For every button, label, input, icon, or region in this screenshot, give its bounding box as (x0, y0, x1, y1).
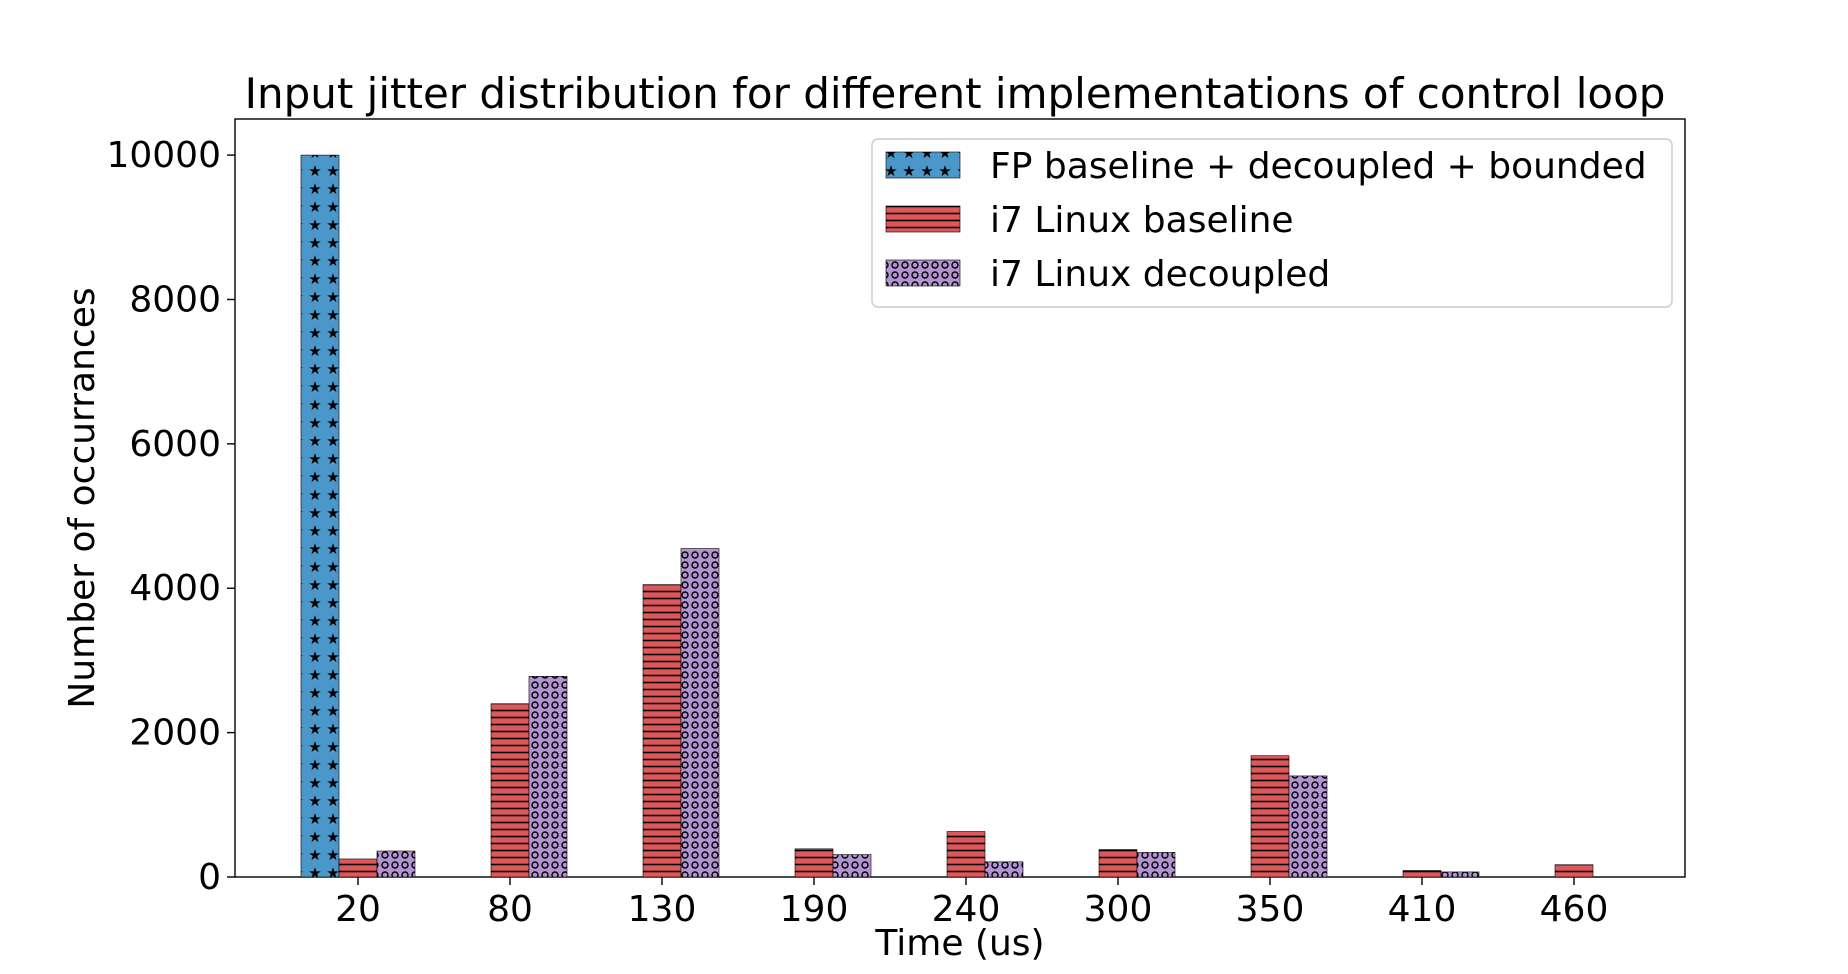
bar-350-series-3 (1288, 775, 1328, 878)
y-axis: 0 2000 4000 6000 8000 10000 (106, 135, 235, 898)
bar-130-series-2 (642, 584, 682, 878)
bar-20-series-3 (376, 850, 416, 878)
y-tick-label-6000: 6000 (129, 424, 221, 465)
legend-swatch-3 (885, 259, 961, 287)
x-axis-label: Time (us) (874, 923, 1044, 964)
x-tick-label-410: 410 (1388, 889, 1457, 930)
legend: FP baseline + decoupled + bounded i7 Linu… (871, 138, 1673, 308)
x-tick-label-20: 20 (335, 889, 381, 930)
bar-240-series-3 (984, 861, 1024, 878)
y-axis-label: Number of occurrances (62, 287, 103, 708)
bar-20-series-2 (338, 858, 378, 878)
bar-190-series-2 (794, 848, 834, 878)
bar-20-series-1 (300, 154, 340, 878)
chart-title: Input jitter distribution for different … (245, 69, 1666, 118)
bar-300-series-3 (1136, 852, 1176, 878)
y-tick-label-2000: 2000 (129, 713, 221, 754)
legend-box (871, 138, 1673, 308)
bar-460-series-2 (1554, 864, 1594, 878)
bar-300-series-2 (1098, 849, 1138, 878)
legend-label-1: FP baseline + decoupled + bounded (990, 146, 1647, 187)
bar-350-series-2 (1250, 755, 1290, 878)
bar-240-series-2 (946, 831, 986, 878)
x-tick-label-350: 350 (1236, 889, 1305, 930)
x-tick-label-240: 240 (932, 889, 1001, 930)
legend-swatch-2 (885, 205, 961, 233)
y-tick-label-10000: 10000 (106, 135, 221, 176)
bar-190-series-3 (832, 854, 872, 878)
y-tick-label-8000: 8000 (129, 279, 221, 320)
bar-130-series-3 (680, 548, 720, 878)
x-tick-label-190: 190 (780, 889, 849, 930)
x-tick-label-80: 80 (487, 889, 533, 930)
bar-410-series-2 (1402, 870, 1442, 878)
bar-80-series-3 (528, 676, 568, 878)
bar-80-series-2 (490, 703, 530, 878)
bars-layer (300, 154, 1594, 878)
x-tick-label-300: 300 (1084, 889, 1153, 930)
y-tick-label-4000: 4000 (129, 568, 221, 609)
bar-410-series-3 (1440, 871, 1480, 878)
legend-label-2: i7 Linux baseline (990, 200, 1294, 241)
x-tick-label-460: 460 (1540, 889, 1609, 930)
legend-swatch-1 (885, 151, 961, 179)
y-tick-label-0: 0 (198, 857, 221, 898)
x-tick-label-130: 130 (628, 889, 697, 930)
legend-label-3: i7 Linux decoupled (990, 254, 1330, 295)
x-axis: 20 80 130 190 240 300 350 410 460 (335, 877, 1608, 930)
